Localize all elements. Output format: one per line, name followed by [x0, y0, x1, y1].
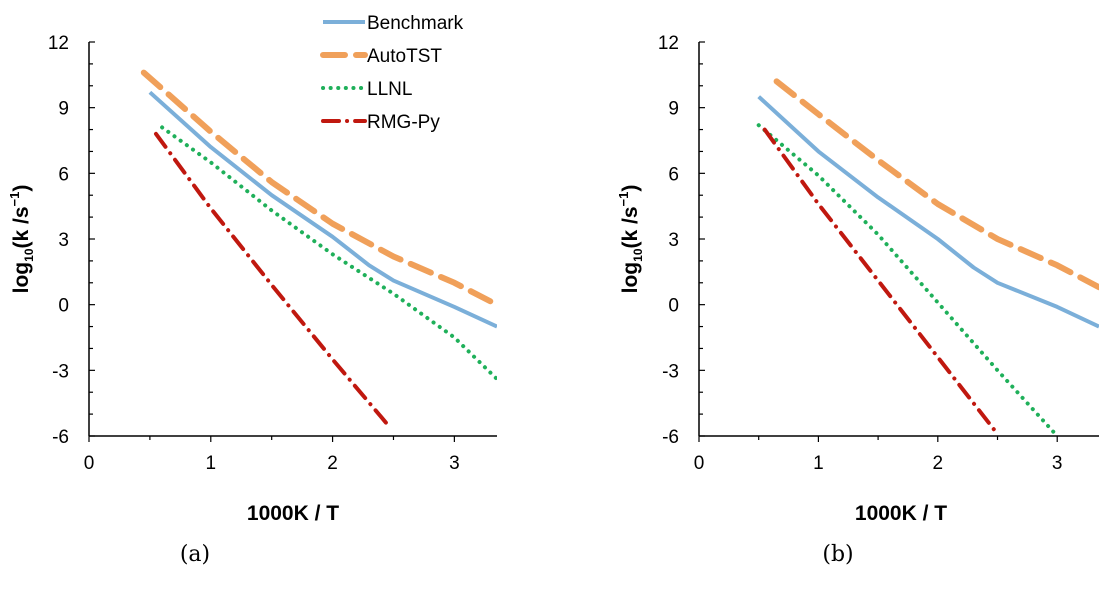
x-tick-label: 2 — [933, 453, 944, 474]
series-line-llnl — [756, 123, 1060, 438]
y-axis-label-main: log — [619, 262, 642, 294]
legend: Benchmark AutoTST LLNL RMG-Py — [320, 13, 464, 133]
y-tick-label: 6 — [668, 164, 679, 185]
y-tick-label: 3 — [668, 230, 679, 251]
y-axis-label-rest: (k /s — [619, 206, 642, 248]
series-line-rmg-py — [154, 131, 392, 430]
x-tick-label: 1 — [813, 453, 824, 474]
x-tick-label: 1 — [206, 453, 217, 474]
y-axis-label-close: ) — [619, 185, 642, 192]
series-line-benchmark — [757, 95, 1099, 329]
panel-caption: (a) — [180, 542, 210, 567]
x-tick-label: 3 — [1052, 453, 1063, 474]
y-tick-label: 3 — [58, 230, 69, 251]
x-tick-label: 0 — [84, 453, 95, 474]
legend-label: LLNL — [367, 79, 412, 100]
x-axis-label: 1000K / T — [247, 502, 339, 525]
series-line-rmg-py — [762, 127, 996, 432]
y-axis-label-main: log — [10, 262, 33, 294]
series-group — [140, 69, 497, 430]
series-line-benchmark — [148, 90, 497, 329]
y-tick-label: 6 — [58, 164, 69, 185]
y-tick-label: 12 — [48, 33, 69, 54]
legend-label: Benchmark — [367, 13, 464, 34]
y-axis-label-close: ) — [10, 185, 33, 192]
y-tick-label: -6 — [662, 427, 679, 448]
y-tick-label: -3 — [52, 361, 69, 382]
y-axis-label: log10(k /s−1) — [616, 185, 645, 294]
x-tick-label: 3 — [449, 453, 460, 474]
series-line-llnl — [160, 125, 497, 382]
series-group — [756, 78, 1099, 438]
y-tick-label: -6 — [52, 427, 69, 448]
y-tick-label: -3 — [662, 361, 679, 382]
y-axis-label-sub: 10 — [22, 248, 36, 262]
x-tick-label: 0 — [694, 453, 705, 474]
y-tick-label: 9 — [58, 99, 69, 120]
legend-label: RMG-Py — [367, 112, 440, 133]
y-tick-label: 12 — [658, 33, 679, 54]
y-tick-label: 9 — [668, 99, 679, 120]
y-axis-label-sup: −1 — [616, 192, 631, 207]
y-axis-label-sub: 10 — [631, 248, 645, 262]
x-axis-label: 1000K / T — [855, 502, 947, 525]
series-line-autotst — [140, 69, 497, 308]
y-tick-label: 0 — [668, 296, 679, 317]
y-axis-label-sup: −1 — [7, 192, 22, 207]
panel-caption: (b) — [822, 542, 853, 567]
y-axis-label: log10(k /s−1) — [7, 185, 36, 294]
y-tick-label: 0 — [58, 296, 69, 317]
series-line-autotst — [773, 78, 1099, 291]
x-tick-label: 2 — [327, 453, 338, 474]
y-axis-label-rest: (k /s — [10, 206, 33, 248]
legend-label: AutoTST — [367, 46, 442, 67]
